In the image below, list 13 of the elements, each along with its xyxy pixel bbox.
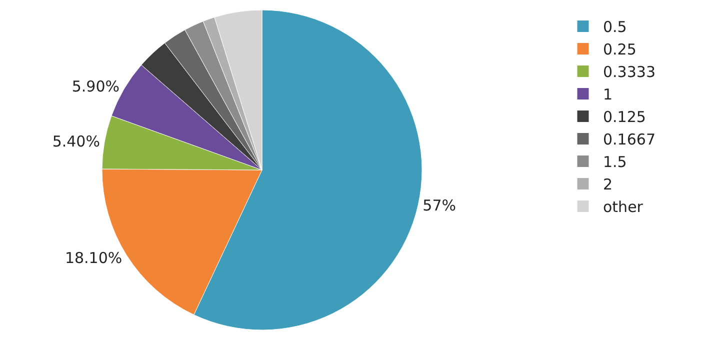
legend-label: 1 — [603, 86, 613, 104]
legend-label: 0.3333 — [603, 63, 656, 82]
legend-label: 0.25 — [603, 40, 636, 59]
legend-label: 2 — [603, 176, 613, 194]
legend-label: 1.5 — [603, 153, 627, 172]
legend-label: other — [603, 198, 644, 216]
legend-label: 0.1667 — [603, 130, 656, 149]
data-label: 5.90% — [72, 78, 120, 96]
legend-label: 0.5 — [603, 18, 627, 36]
legend-label: 0.125 — [603, 108, 646, 126]
data-label: 57% — [422, 196, 456, 214]
data-label: 5.40% — [52, 132, 100, 151]
data-label: 18.10% — [64, 248, 122, 267]
